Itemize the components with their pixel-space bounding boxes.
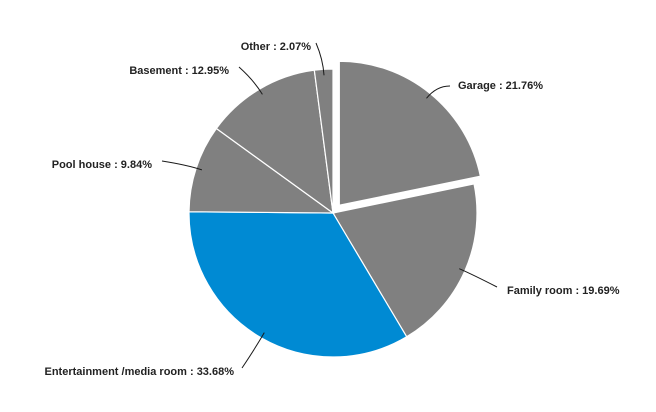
pie-slices (188, 60, 482, 358)
leader-lines (161, 42, 498, 369)
leader-line (315, 42, 325, 76)
leader-line (161, 160, 203, 171)
slice-label: Entertainment /media room : 33.68% (45, 366, 235, 378)
leader-line (459, 268, 498, 288)
slice-label: Pool house : 9.84% (52, 159, 152, 171)
slice-label: Family room : 19.69% (507, 285, 620, 297)
slice-label: Basement : 12.95% (129, 65, 229, 77)
leader-line (241, 332, 265, 369)
slice-labels: Garage : 21.76% Family room : 19.69% Enter… (45, 41, 620, 378)
slice-label: Other : 2.07% (241, 41, 312, 53)
slice-label: Garage : 21.76% (458, 80, 543, 92)
leader-line (238, 66, 263, 95)
leader-line (426, 85, 451, 99)
